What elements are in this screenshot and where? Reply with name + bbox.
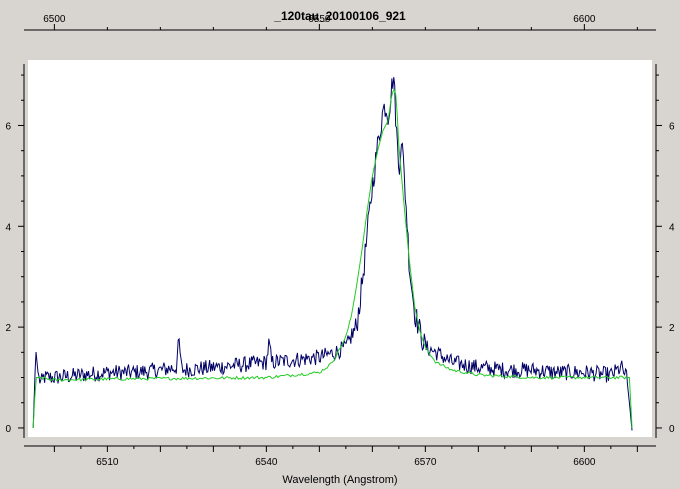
top-tick-label: 6550	[308, 14, 331, 25]
axes: 6510 6540 6570 6600 6500 6550 6600 0 0 2 2 4 4 6 6	[5, 14, 675, 468]
bottom-tick-label: 6510	[96, 457, 119, 468]
series-layer	[32, 77, 633, 431]
top-tick-label: 6600	[573, 14, 596, 25]
left-tick-label: 0	[5, 424, 11, 435]
chart-title: _120tau_20100106_921	[273, 9, 406, 23]
bottom-tick-label: 6600	[573, 457, 596, 468]
series-line-1	[32, 87, 633, 428]
bottom-tick-label: 6540	[255, 457, 278, 468]
left-tick-label: 2	[5, 323, 11, 334]
left-tick-label: 4	[5, 222, 11, 233]
x-axis-label: Wavelength (Angstrom)	[282, 474, 397, 486]
right-tick-label: 0	[669, 424, 675, 435]
left-tick-label: 6	[5, 121, 11, 132]
right-tick-label: 4	[669, 222, 675, 233]
top-tick-label: 6500	[43, 14, 66, 25]
bottom-tick-label: 6570	[414, 457, 437, 468]
plot-area	[28, 60, 652, 437]
right-tick-label: 6	[669, 121, 675, 132]
right-tick-label: 2	[669, 323, 675, 334]
series-line-0	[32, 77, 633, 431]
